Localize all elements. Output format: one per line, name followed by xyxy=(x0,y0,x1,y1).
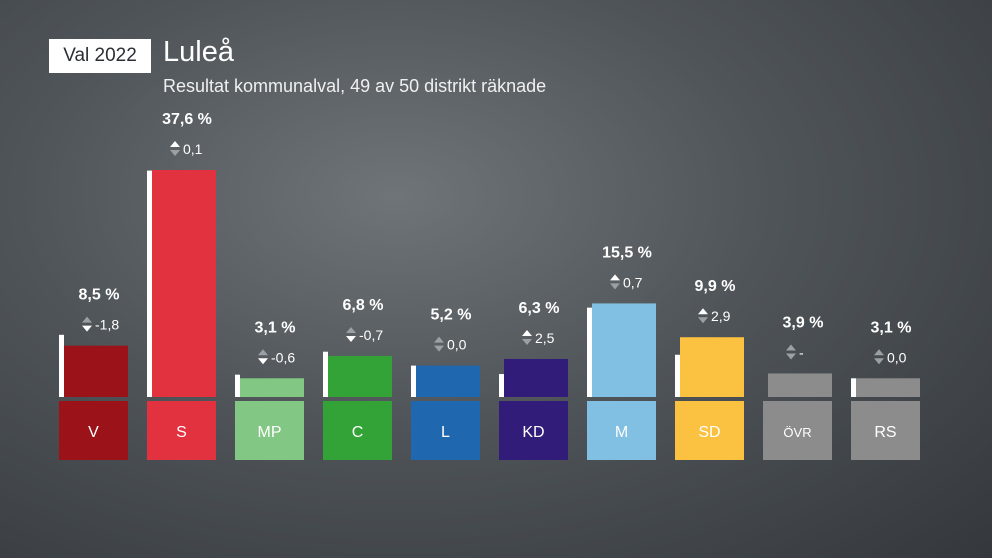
bar-rs xyxy=(856,378,920,397)
party-box xyxy=(59,401,128,460)
bar-sd xyxy=(680,337,744,397)
previous-result-marker xyxy=(323,351,328,397)
party-box xyxy=(763,401,832,460)
party-box xyxy=(411,401,480,460)
change-up-arrow-icon xyxy=(434,336,444,343)
change-down-arrow-icon xyxy=(786,353,796,360)
change-label: -0,7 xyxy=(359,327,383,343)
party-label: L xyxy=(441,424,450,441)
change-down-arrow-icon xyxy=(82,325,92,332)
previous-result-marker xyxy=(851,378,856,397)
bar-m xyxy=(592,303,656,397)
change-label: 0,0 xyxy=(447,337,467,353)
party-label: V xyxy=(88,424,99,441)
value-label: 9,9 % xyxy=(695,278,736,295)
bar-kd xyxy=(504,358,568,397)
party-box xyxy=(851,401,920,460)
party-label: C xyxy=(352,424,364,441)
party-label: M xyxy=(615,424,628,441)
change-label: - xyxy=(799,344,804,360)
value-label: 15,5 % xyxy=(602,244,652,261)
party-box xyxy=(499,401,568,460)
party-label: KD xyxy=(522,424,544,441)
previous-result-marker xyxy=(499,374,504,397)
value-label: 8,5 % xyxy=(79,287,120,304)
change-label: -1,8 xyxy=(95,317,119,333)
change-label: -0,6 xyxy=(271,349,295,365)
value-label: 3,9 % xyxy=(783,314,824,331)
bar-övr xyxy=(768,373,832,397)
change-down-arrow-icon xyxy=(698,317,708,324)
change-label: 0,0 xyxy=(887,349,907,365)
page-title: Luleå xyxy=(163,36,234,68)
previous-result-marker xyxy=(587,307,592,397)
value-label: 3,1 % xyxy=(255,319,296,336)
value-label: 6,3 % xyxy=(519,300,560,317)
value-label: 37,6 % xyxy=(162,111,212,128)
change-down-arrow-icon xyxy=(346,335,356,342)
change-up-arrow-icon xyxy=(258,349,268,356)
page-subtitle: Resultat kommunalval, 49 av 50 distrikt … xyxy=(163,76,547,96)
change-label: 0,7 xyxy=(623,274,643,290)
change-down-arrow-icon xyxy=(874,358,884,365)
value-label: 6,8 % xyxy=(343,297,384,314)
previous-result-marker xyxy=(235,374,240,397)
previous-result-marker xyxy=(675,354,680,397)
value-label: 5,2 % xyxy=(431,307,472,324)
bar-c xyxy=(328,355,392,397)
change-down-arrow-icon xyxy=(522,338,532,345)
bar-v xyxy=(64,345,128,397)
party-box xyxy=(675,401,744,460)
change-down-arrow-icon xyxy=(258,358,268,365)
previous-result-marker xyxy=(147,170,152,397)
party-box xyxy=(235,401,304,460)
change-up-arrow-icon xyxy=(874,349,884,356)
party-box xyxy=(323,401,392,460)
change-up-arrow-icon xyxy=(522,329,532,336)
change-down-arrow-icon xyxy=(170,150,180,156)
change-up-arrow-icon xyxy=(698,308,708,315)
party-label: S xyxy=(176,424,187,441)
party-label: MP xyxy=(258,424,282,441)
change-label: 2,9 xyxy=(711,308,731,324)
party-label: ÖVR xyxy=(783,425,811,440)
bar-mp xyxy=(240,378,304,397)
change-label: 2,5 xyxy=(535,330,555,346)
previous-result-marker xyxy=(411,365,416,397)
party-box xyxy=(587,401,656,460)
change-down-arrow-icon xyxy=(434,345,444,352)
change-up-arrow-icon xyxy=(610,274,620,281)
change-up-arrow-icon xyxy=(82,316,92,323)
change-label: 0,1 xyxy=(183,141,203,157)
change-down-arrow-icon xyxy=(610,283,620,290)
bar-l xyxy=(416,365,480,397)
party-label: RS xyxy=(874,424,896,441)
value-label: 3,1 % xyxy=(871,319,912,336)
change-up-arrow-icon xyxy=(170,141,180,147)
previous-result-marker xyxy=(59,334,64,397)
party-box xyxy=(147,401,216,460)
change-up-arrow-icon xyxy=(786,344,796,351)
change-up-arrow-icon xyxy=(346,326,356,333)
bar-s xyxy=(152,170,216,397)
party-label: SD xyxy=(698,424,720,441)
election-badge: Val 2022 xyxy=(49,39,151,73)
